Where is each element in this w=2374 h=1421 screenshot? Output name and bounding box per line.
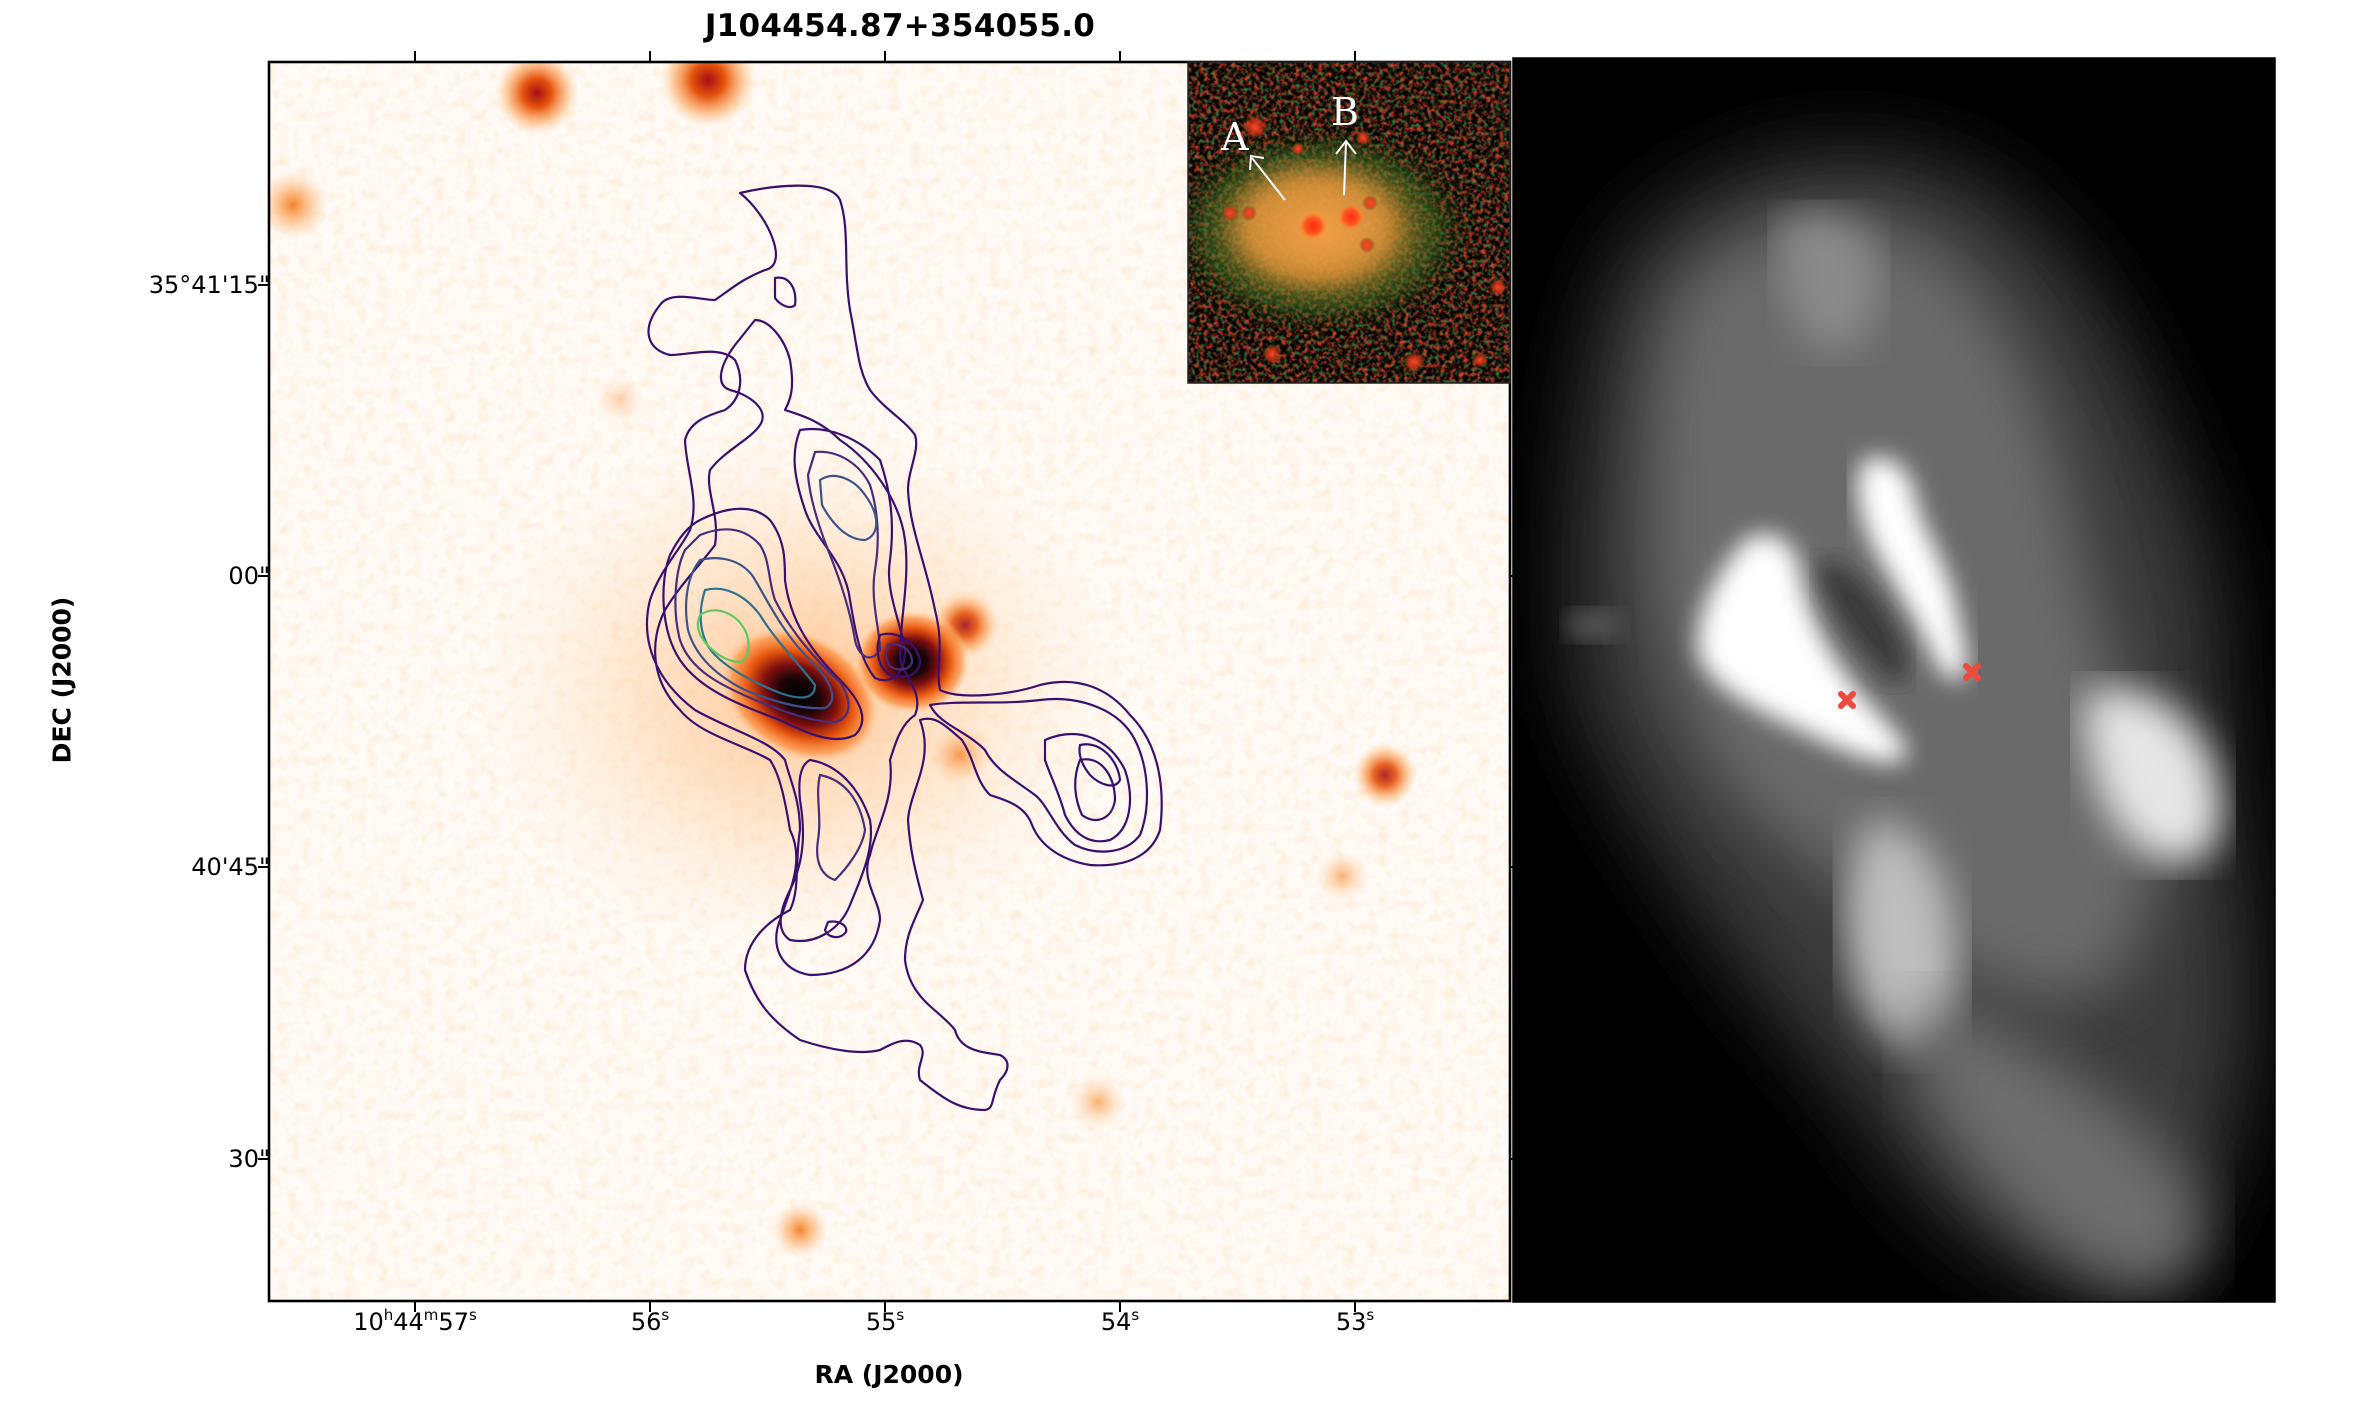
xtick-hours: 10 [353,1308,384,1336]
inset-label-b: B [1331,90,1359,134]
xtick-label: 55s [865,1306,905,1337]
ytick-label: 30" [228,1145,270,1173]
ytick-label: 00" [228,562,270,590]
radio-grayscale-map [1513,58,2275,1302]
ytick-label: 35°41'15" [148,271,270,299]
xtick-seconds-unit: s [1366,1306,1375,1324]
xtick-seconds: 55 [865,1308,897,1336]
marker-crosses [1838,663,1981,709]
xtick-seconds: 56 [630,1308,662,1336]
radio-contours [645,184,1163,1112]
xtick-seconds-unit: s [468,1306,477,1324]
xtick-label: 56s [630,1306,670,1337]
xtick-minutes-unit: m [423,1306,439,1324]
y-axis-label: DEC (J2000) [47,596,77,764]
xtick-label: 10h44m57s [353,1306,477,1337]
xtick-minutes: 44 [393,1308,424,1336]
xtick-seconds-unit: s [1131,1306,1140,1324]
axis-ticks [258,51,1520,1312]
x-axis-label: RA (J2000) [814,1360,964,1389]
inset-label-a: A [1220,115,1249,159]
xtick-label: 53s [1335,1306,1375,1337]
xtick-seconds-unit: s [661,1306,670,1324]
right-axes-frame [1512,57,2276,1303]
xtick-hours-unit: h [383,1306,394,1324]
inset-annotations [1249,139,1357,201]
xtick-seconds: 54 [1100,1308,1132,1336]
xtick-seconds: 53 [1335,1308,1367,1336]
figure-title: J104454.87+354055.0 [704,8,1096,44]
inset-frame [1187,61,1511,384]
inset-image [1188,62,1510,383]
xtick-seconds: 57 [438,1308,469,1336]
left-axes-frame [267,60,1512,1303]
ytick-label: 40'45" [191,853,270,881]
xtick-label: 54s [1100,1306,1140,1337]
xtick-seconds-unit: s [896,1306,905,1324]
